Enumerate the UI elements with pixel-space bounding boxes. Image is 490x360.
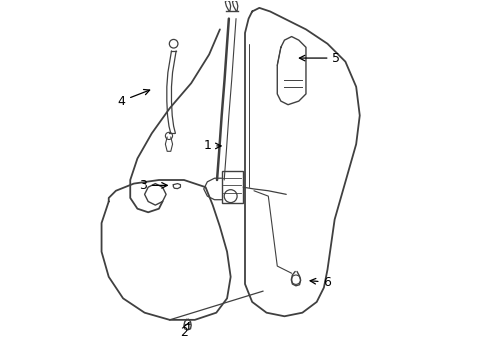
Text: 1: 1 [203,139,221,152]
Text: 4: 4 [117,90,149,108]
Text: 6: 6 [310,276,331,289]
Text: 2: 2 [180,323,189,339]
Text: 5: 5 [299,51,341,64]
Text: 3: 3 [139,179,167,192]
